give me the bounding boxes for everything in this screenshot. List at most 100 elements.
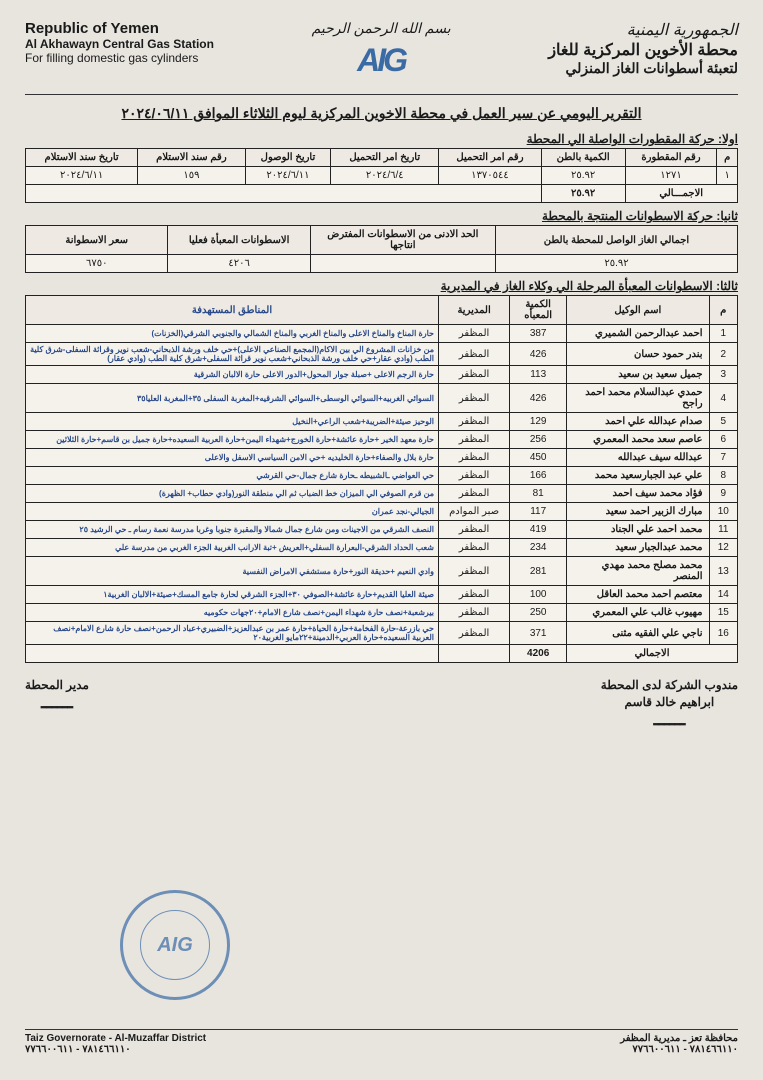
total-value: 4206 bbox=[510, 645, 567, 663]
cell: 6 bbox=[709, 431, 737, 449]
qty-cell: 100 bbox=[510, 586, 567, 604]
qty-cell: 281 bbox=[510, 557, 567, 586]
header-right: الجمهورية اليمنية محطة الأخوين المركزية … bbox=[548, 20, 738, 77]
district-cell: المظفر bbox=[439, 622, 510, 645]
cell: 16 bbox=[709, 622, 737, 645]
table-row: 9فؤاد محمد سيف احمد81المظفرمن قرم الصوفي… bbox=[26, 485, 738, 503]
table-row: اجمالي الغاز الواصل للمحطة بالطن الحد ال… bbox=[26, 226, 738, 255]
section2-label: ثانيا: حركة الاسطوانات المنتجة بالمحطة bbox=[25, 209, 738, 223]
table-row: ١ ١٢٧١ ٢٥.٩٢ ١٣٧٠٥٤٤ ٢٠٢٤/٦/٤ ٢٠٢٤/٦/١١ … bbox=[26, 167, 738, 185]
col-header: م bbox=[717, 149, 738, 167]
cell: 4 bbox=[709, 384, 737, 413]
cell: ٢٥.٩٢ bbox=[541, 167, 625, 185]
sig-role: مندوب الشركة لدى المحطة bbox=[601, 678, 738, 692]
qty-cell: 129 bbox=[510, 413, 567, 431]
letterhead: Republic of Yemen Al Akhawayn Central Ga… bbox=[25, 20, 738, 79]
areas-cell: حي بازرعة-حارة الفخامة+حارة الحياة+حارة … bbox=[26, 622, 439, 645]
col-header: اجمالي الغاز الواصل للمحطة بالطن bbox=[495, 226, 737, 255]
footer-addr-en: Taiz Governorate - Al-Muzaffar District bbox=[25, 1033, 206, 1044]
table-row: 15مهيوب غالب علي المعمري250المظفربيرشعبة… bbox=[26, 604, 738, 622]
areas-cell: الوحيز صيئة+الضريبة+شعب الراعي+النخيل bbox=[26, 413, 439, 431]
areas-cell: وادي النعيم +حديقة النور+حارة مستشفي الا… bbox=[26, 557, 439, 586]
col-header: رقم سند الاستلام bbox=[138, 149, 245, 167]
signature-mark-icon: ــــــ bbox=[25, 692, 89, 713]
cell: 1 bbox=[709, 325, 737, 343]
signatures: مندوب الشركة لدى المحطة ابراهيم خالد قاس… bbox=[25, 678, 738, 730]
table-row: م اسم الوكيل الكمية المعبأه المديرية الم… bbox=[26, 296, 738, 325]
table-row: ٢٥.٩٢ ٤٢٠٦ ٦٧٥٠ bbox=[26, 255, 738, 273]
cell: 5 bbox=[709, 413, 737, 431]
empty-cell bbox=[26, 185, 542, 203]
district-cell: المظفر bbox=[439, 343, 510, 366]
cell: ٢٠٢٤/٦/١١ bbox=[245, 167, 331, 185]
cell: ٦٧٥٠ bbox=[26, 255, 168, 273]
qty-cell: 250 bbox=[510, 604, 567, 622]
col-header: المناطق المستهدفة bbox=[26, 296, 439, 325]
agent-name: عاصم سعد محمد المعمري bbox=[567, 431, 709, 449]
footer-phone: ٧٨١٤٦٦١١٠ - ٧٧٦٦٠٠٦١١ bbox=[620, 1044, 738, 1055]
col-header: رقم امر التحميل bbox=[439, 149, 542, 167]
col-header: الكمية المعبأه bbox=[510, 296, 567, 325]
sig-role: مدير المحطة bbox=[25, 678, 89, 692]
areas-cell: حارة معهد الخير +حارة عائشة+حارة الخورج+… bbox=[26, 431, 439, 449]
agent-name: جميل سعيد بن سعيد bbox=[567, 366, 709, 384]
col-header: تاريخ سند الاستلام bbox=[26, 149, 138, 167]
cell: 8 bbox=[709, 467, 737, 485]
district-cell: المظفر bbox=[439, 485, 510, 503]
col-header: م bbox=[709, 296, 737, 325]
agent-name: ناجي علي الفقيه مثنى bbox=[567, 622, 709, 645]
org-ar-1: محطة الأخوين المركزية للغاز bbox=[548, 40, 738, 60]
agent-name: مبارك الزبير احمد سعيد bbox=[567, 503, 709, 521]
table-row: 7عبدالله سيف عبدالله450المظفرحارة بلال و… bbox=[26, 449, 738, 467]
cell: 14 bbox=[709, 586, 737, 604]
agent-name: حمدي عبدالسلام محمد احمد راجح bbox=[567, 384, 709, 413]
trailers-table: م رقم المقطورة الكمية بالطن رقم امر التح… bbox=[25, 148, 738, 203]
col-header: تاريخ الوصول bbox=[245, 149, 331, 167]
col-header: الحد الادنى من الاسطوانات المفترض انتاجه… bbox=[310, 226, 495, 255]
qty-cell: 426 bbox=[510, 384, 567, 413]
areas-cell: النصف الشرقي من الاجينات ومن شارع جمال ش… bbox=[26, 521, 439, 539]
areas-cell: حي العواضي ـالشبيطه ـحارة شارع جمال-حي ا… bbox=[26, 467, 439, 485]
table-row: 13محمد مصلح محمد مهدي المنصر281المظفرواد… bbox=[26, 557, 738, 586]
org-ar-0: الجمهورية اليمنية bbox=[548, 20, 738, 40]
qty-cell: 113 bbox=[510, 366, 567, 384]
district-cell: المظفر bbox=[439, 325, 510, 343]
cell: 11 bbox=[709, 521, 737, 539]
stamp-logo: AIG bbox=[140, 910, 210, 980]
table-row: الاجمالي 4206 bbox=[26, 645, 738, 663]
org-en-3: For filling domestic gas cylinders bbox=[25, 51, 214, 65]
areas-cell: بيرشعبة+نصف حارة شهداء اليمن+نصف شارع ال… bbox=[26, 604, 439, 622]
table-row: 10مبارك الزبير احمد سعيد117صبر الموادمال… bbox=[26, 503, 738, 521]
qty-cell: 234 bbox=[510, 539, 567, 557]
footer-left: Taiz Governorate - Al-Muzaffar District … bbox=[25, 1033, 206, 1055]
district-cell: المظفر bbox=[439, 467, 510, 485]
cell: ١٥٩ bbox=[138, 167, 245, 185]
qty-cell: 419 bbox=[510, 521, 567, 539]
report-title: التقرير اليومي عن سير العمل في محطة الاخ… bbox=[25, 105, 738, 122]
agent-name: احمد عبدالرحمن الشميري bbox=[567, 325, 709, 343]
section3-label: ثالثا: الاسطوانات المعبأة المرحلة الي وك… bbox=[25, 279, 738, 293]
district-cell: صبر الموادم bbox=[439, 503, 510, 521]
agent-name: بندر حمود حسان bbox=[567, 343, 709, 366]
production-table: اجمالي الغاز الواصل للمحطة بالطن الحد ال… bbox=[25, 225, 738, 273]
cell: 7 bbox=[709, 449, 737, 467]
signature-left: مدير المحطة ــــــ bbox=[25, 678, 89, 730]
areas-cell: حارة المناخ والمناخ الاعلى والمناخ الغرب… bbox=[26, 325, 439, 343]
col-header: رقم المقطورة bbox=[625, 149, 717, 167]
org-en-1: Republic of Yemen bbox=[25, 20, 214, 37]
total-value: ٢٥.٩٢ bbox=[541, 185, 625, 203]
areas-cell: من قرم الصوفي الي الميزان خط الضباب ثم ا… bbox=[26, 485, 439, 503]
cell: 12 bbox=[709, 539, 737, 557]
qty-cell: 450 bbox=[510, 449, 567, 467]
cell: ٢٠٢٤/٦/٤ bbox=[331, 167, 439, 185]
stamp-icon: AIG bbox=[120, 890, 230, 1000]
agent-name: صدام عبدالله علي احمد bbox=[567, 413, 709, 431]
district-cell: المظفر bbox=[439, 431, 510, 449]
agent-name: مهيوب غالب علي المعمري bbox=[567, 604, 709, 622]
table-row: 12محمد عبدالجبار سعيد234المظفرشعب الحداد… bbox=[26, 539, 738, 557]
table-row: 8علي عبد الجبارسعيد محمد166المظفرحي العو… bbox=[26, 467, 738, 485]
org-en-2: Al Akhawayn Central Gas Station bbox=[25, 37, 214, 51]
areas-cell: حارة بلال والصفاء+حارة الخليديه +حي الام… bbox=[26, 449, 439, 467]
table-row: م رقم المقطورة الكمية بالطن رقم امر التح… bbox=[26, 149, 738, 167]
cell: 15 bbox=[709, 604, 737, 622]
